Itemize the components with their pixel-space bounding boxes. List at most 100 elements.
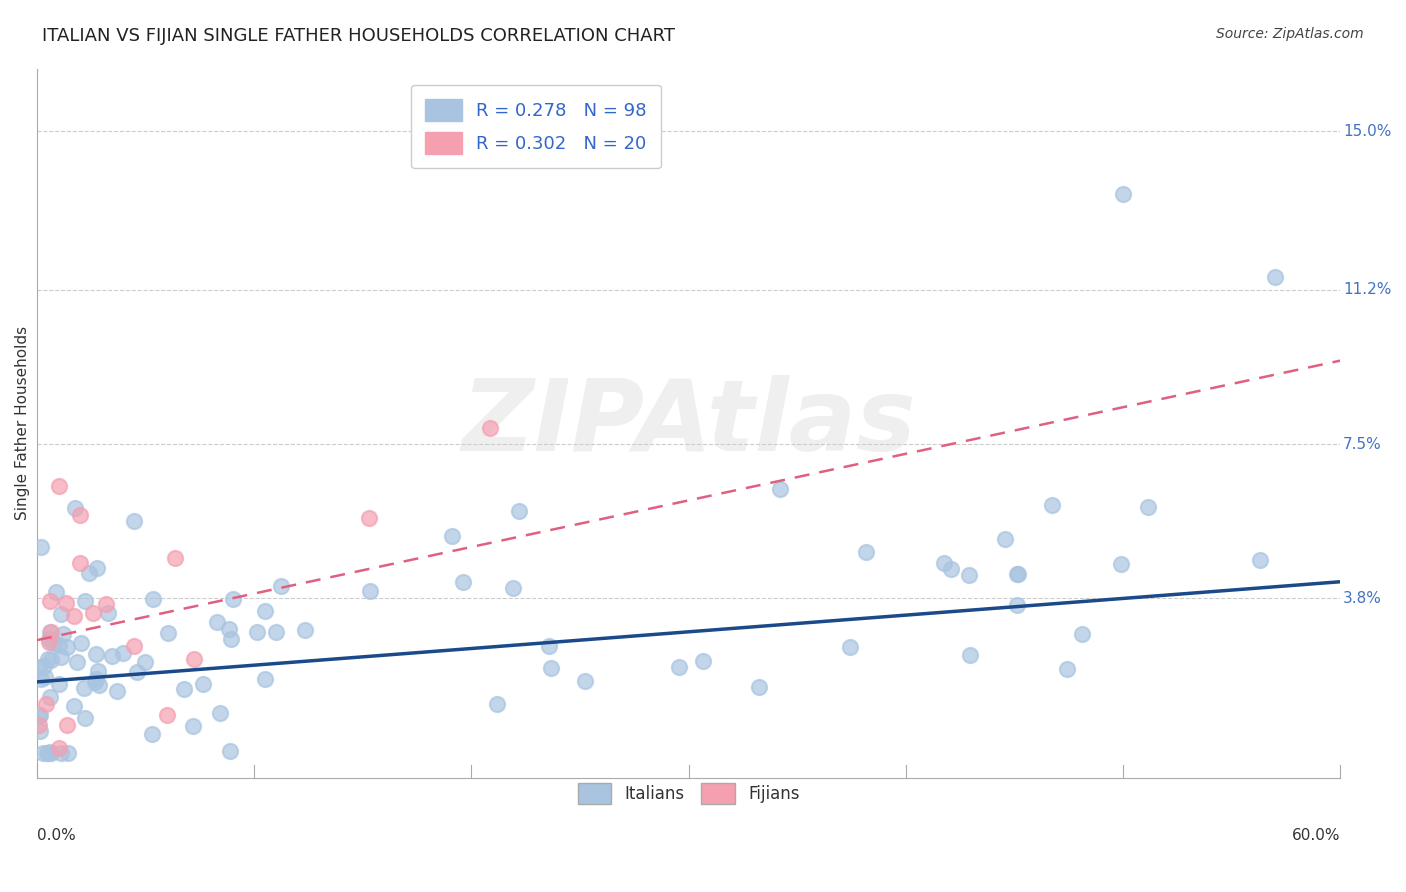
Point (692, 654, 714, 668)
Point (63, 609, 86, 624)
Text: 7.5%: 7.5% (1343, 436, 1382, 451)
Point (111, 646, 134, 660)
Point (1249, 552, 1271, 566)
Point (56, 718, 79, 732)
Point (94, 597, 117, 611)
Point (105, 684, 128, 698)
Point (45, 585, 67, 599)
Point (959, 648, 981, 662)
Point (49, 650, 72, 665)
Point (359, 583, 381, 598)
Point (838, 640, 860, 655)
Point (540, 661, 562, 675)
Point (246, 625, 269, 640)
Point (28, 718, 51, 732)
Point (48, 740, 70, 755)
Point (141, 727, 163, 741)
Point (266, 625, 288, 640)
Point (222, 591, 245, 606)
Point (502, 581, 524, 595)
Point (957, 568, 980, 582)
Point (38, 635, 60, 649)
Point (73, 711, 96, 725)
Point (127, 665, 149, 680)
Point (218, 622, 240, 636)
Point (451, 574, 474, 589)
Point (66, 655, 89, 669)
Point (1070, 627, 1092, 641)
Point (51, 607, 73, 621)
Point (39, 653, 62, 667)
Point (62, 699, 84, 714)
Point (35, 697, 58, 711)
Point (77, 566, 100, 581)
Point (270, 579, 292, 593)
Point (32, 746, 55, 760)
Point (28, 708, 51, 723)
Point (855, 545, 877, 559)
Point (70, 636, 93, 650)
Point (941, 562, 963, 576)
Point (537, 639, 560, 653)
Point (156, 708, 179, 723)
Point (30, 672, 52, 686)
Point (1136, 500, 1159, 515)
Point (86, 673, 108, 687)
Point (1109, 557, 1132, 571)
Text: 11.2%: 11.2% (1343, 282, 1392, 297)
Point (69, 557, 91, 571)
Point (122, 639, 145, 653)
Point (37, 746, 59, 760)
Point (35, 746, 58, 760)
Point (479, 421, 502, 435)
Point (748, 680, 770, 694)
Point (165, 551, 187, 566)
Point (208, 706, 231, 720)
Point (73, 681, 96, 695)
Point (69, 508, 91, 522)
Point (218, 744, 240, 758)
Point (39, 624, 62, 639)
Text: 3.8%: 3.8% (1343, 591, 1382, 606)
Point (30, 540, 52, 554)
Point (55, 640, 77, 654)
Point (48, 638, 70, 652)
Point (122, 514, 145, 528)
Point (87, 678, 110, 692)
Point (183, 651, 205, 665)
Text: Source: ZipAtlas.com: Source: ZipAtlas.com (1216, 27, 1364, 41)
Point (1112, 186, 1135, 201)
Point (1005, 599, 1028, 613)
Point (82, 606, 104, 620)
Point (173, 682, 195, 697)
Point (37, 651, 59, 665)
Point (1056, 662, 1078, 676)
Point (485, 698, 508, 712)
Point (207, 615, 229, 629)
Point (932, 556, 955, 570)
Point (294, 624, 316, 638)
Point (508, 504, 530, 518)
Point (219, 632, 242, 647)
Point (41, 636, 63, 650)
Text: 60.0%: 60.0% (1292, 828, 1340, 843)
Point (39, 593, 62, 607)
Point (32, 659, 55, 673)
Point (668, 660, 690, 674)
Point (97, 606, 120, 620)
Point (1040, 499, 1063, 513)
Point (441, 529, 464, 543)
Point (1007, 566, 1029, 581)
Point (769, 483, 792, 497)
Point (39, 690, 62, 705)
Point (183, 719, 205, 733)
Text: ZIPAtlas: ZIPAtlas (461, 375, 917, 472)
Point (191, 677, 214, 691)
Point (75, 594, 97, 608)
Legend: Italians, Fijians: Italians, Fijians (569, 775, 808, 812)
Point (574, 673, 596, 688)
Point (254, 672, 277, 686)
Point (39, 745, 62, 759)
Point (55, 596, 77, 610)
Point (48, 479, 70, 493)
